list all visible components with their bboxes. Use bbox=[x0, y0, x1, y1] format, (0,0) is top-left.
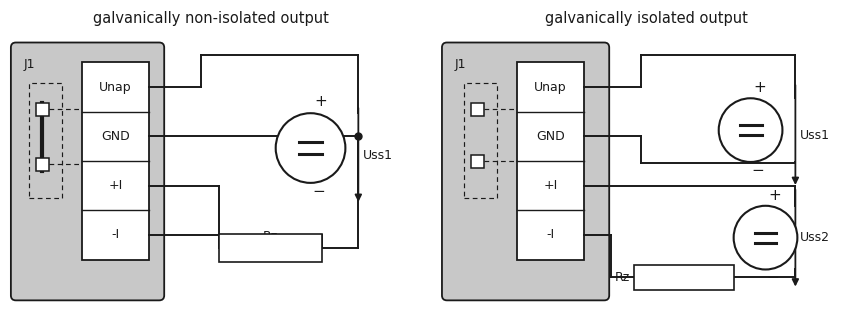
Bar bbox=[29, 83, 61, 198]
Bar bbox=[219, 234, 323, 261]
Text: -I: -I bbox=[547, 228, 554, 241]
Text: GND: GND bbox=[536, 130, 565, 143]
Text: galvanically non-isolated output: galvanically non-isolated output bbox=[93, 11, 329, 26]
Circle shape bbox=[734, 206, 798, 270]
Text: J1: J1 bbox=[455, 58, 466, 71]
Text: J1: J1 bbox=[24, 58, 35, 71]
Bar bbox=[464, 83, 497, 198]
Text: Unap: Unap bbox=[99, 80, 131, 94]
Text: +I: +I bbox=[543, 179, 558, 192]
Bar bbox=[35, 103, 48, 116]
Text: galvanically isolated output: galvanically isolated output bbox=[545, 11, 747, 26]
Text: Rz: Rz bbox=[615, 271, 630, 284]
Circle shape bbox=[719, 98, 783, 162]
FancyBboxPatch shape bbox=[11, 42, 164, 300]
Text: -I: -I bbox=[112, 228, 119, 241]
Text: −: − bbox=[312, 184, 325, 199]
Bar bbox=[35, 158, 48, 171]
Text: −: − bbox=[751, 163, 764, 178]
Text: Uss1: Uss1 bbox=[363, 149, 394, 162]
Circle shape bbox=[276, 113, 345, 183]
Bar bbox=[81, 62, 150, 260]
Text: −: − bbox=[766, 271, 778, 285]
Text: +: + bbox=[314, 94, 327, 109]
Text: Unap: Unap bbox=[535, 80, 567, 94]
Text: GND: GND bbox=[101, 130, 130, 143]
Text: Uss1: Uss1 bbox=[800, 129, 830, 142]
FancyBboxPatch shape bbox=[442, 42, 609, 300]
Text: Rz: Rz bbox=[263, 230, 279, 243]
Text: +: + bbox=[753, 80, 766, 95]
Bar bbox=[516, 62, 585, 260]
Text: +: + bbox=[768, 188, 781, 203]
Text: Uss2: Uss2 bbox=[800, 231, 830, 244]
Bar bbox=[471, 155, 484, 168]
Bar bbox=[634, 265, 734, 290]
Text: +I: +I bbox=[108, 179, 123, 192]
Bar bbox=[471, 103, 484, 116]
